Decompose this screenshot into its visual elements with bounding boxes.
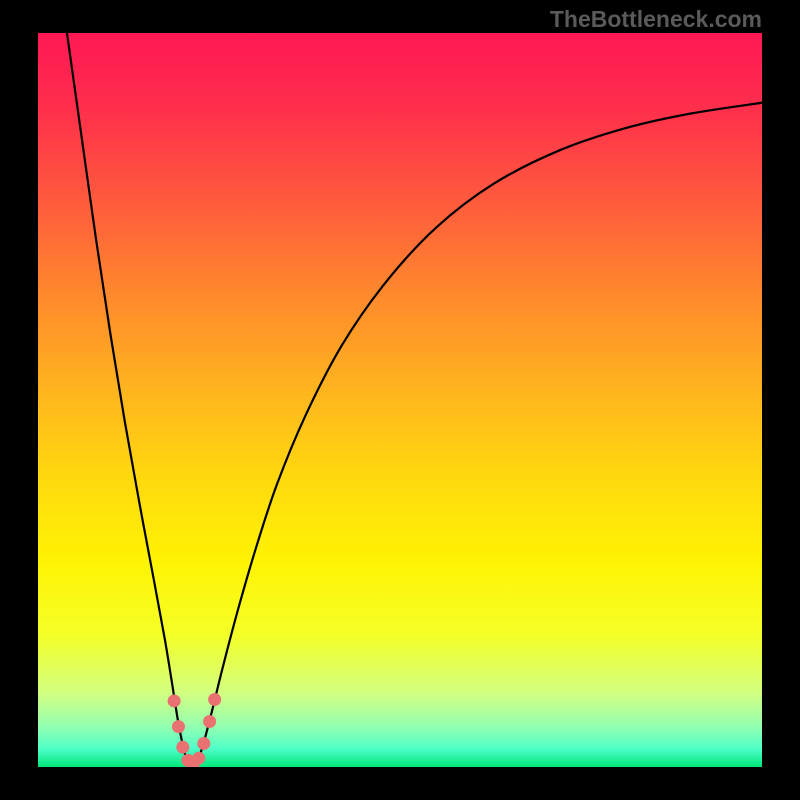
curve-marker — [176, 741, 189, 754]
watermark-text: TheBottleneck.com — [550, 6, 762, 33]
curve-marker — [192, 752, 205, 765]
plot-area — [38, 33, 762, 767]
curve-layer — [38, 33, 762, 767]
bottleneck-curve — [67, 33, 762, 767]
curve-marker — [197, 737, 210, 750]
curve-marker — [208, 693, 221, 706]
curve-marker — [168, 694, 181, 707]
curve-marker — [172, 720, 185, 733]
chart-frame: TheBottleneck.com — [0, 0, 800, 800]
curve-marker — [203, 715, 216, 728]
